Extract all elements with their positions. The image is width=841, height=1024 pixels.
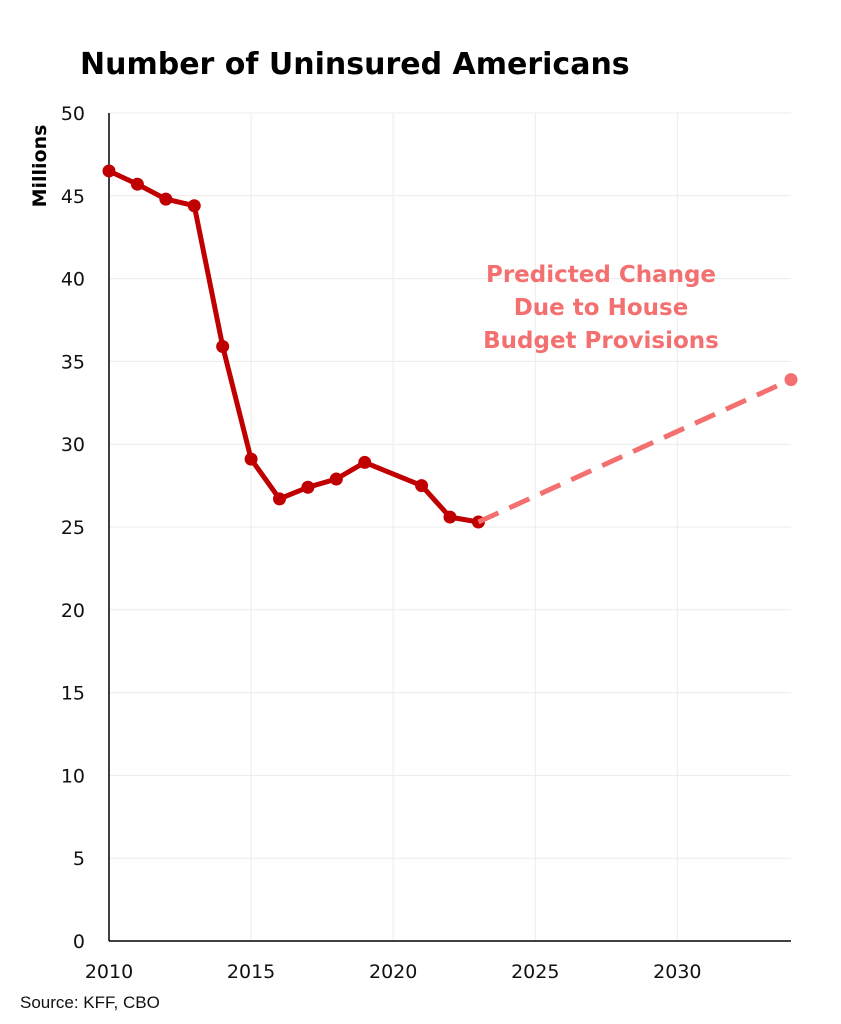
x-tick-label: 2025 [511, 961, 559, 983]
data-point [216, 339, 230, 353]
y-tick-label: 50 [61, 103, 85, 125]
data-point [329, 472, 343, 486]
data-point [443, 510, 457, 524]
data-point [301, 480, 315, 494]
y-axis-label: Millions [29, 125, 51, 208]
data-point [358, 455, 372, 469]
y-tick-label: 0 [73, 931, 85, 953]
y-tick-label: 15 [61, 683, 85, 705]
annotation-line: Predicted Change [486, 262, 716, 288]
y-tick-label: 5 [73, 848, 85, 870]
y-tick-label: 45 [61, 186, 85, 208]
y-tick-label: 40 [61, 269, 85, 291]
x-tick-label: 2030 [653, 961, 701, 983]
data-point [187, 199, 201, 213]
annotation-layer: Predicted Change Due to House Budget Provi… [483, 262, 719, 354]
x-tick-label: 2020 [369, 961, 417, 983]
source-note: Source: KFF, CBO [20, 993, 160, 1012]
data-point [273, 492, 286, 506]
y-tick-label: 35 [61, 351, 85, 373]
x-tick-label: 2010 [85, 961, 133, 983]
projected-series-line [477, 377, 793, 525]
y-tick-label: 10 [61, 765, 85, 787]
data-point [159, 192, 173, 206]
data-point [415, 479, 429, 493]
data-point [130, 177, 144, 191]
y-tick-label: 25 [61, 517, 85, 539]
y-tick-label: 30 [61, 434, 85, 456]
data-point [244, 452, 258, 466]
grid-layer [109, 112, 791, 941]
chart-title: Number of Uninsured Americans [80, 47, 630, 82]
annotation-line: Due to House [514, 295, 689, 321]
y-tick-label: 20 [61, 600, 85, 622]
annotation-line: Budget Provisions [483, 328, 719, 354]
data-point [102, 164, 116, 178]
series-layer [102, 164, 798, 529]
actual-series-line [107, 168, 479, 525]
projected-point [784, 373, 798, 387]
x-tick-label: 2015 [227, 961, 275, 983]
text-layer: Number of Uninsured Americans Millions S… [20, 47, 630, 1012]
